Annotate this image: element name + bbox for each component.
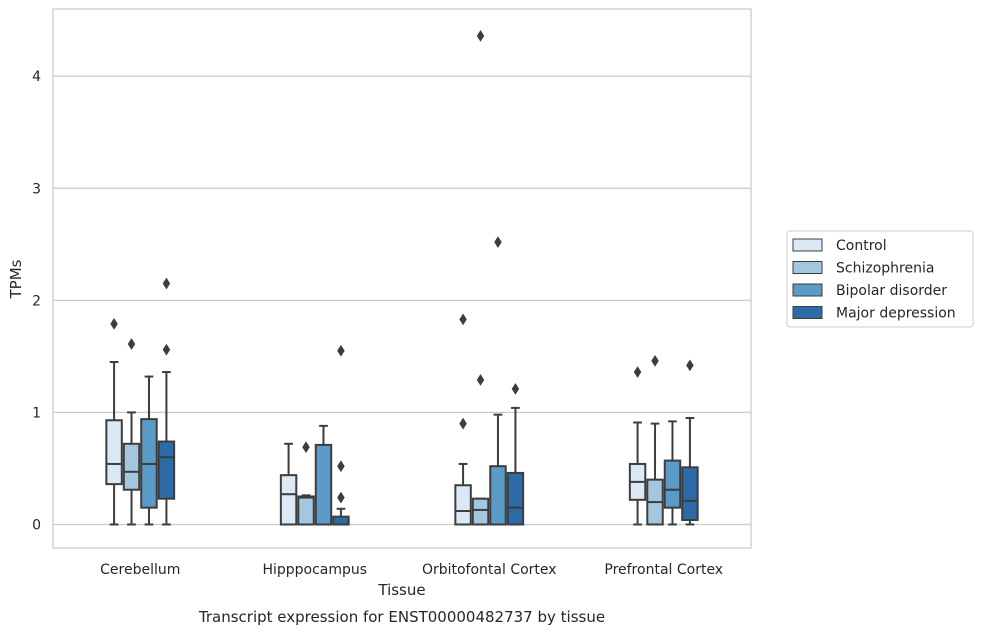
y-tick-label: 4 [32,69,41,85]
iqr-box [122,442,141,491]
iqr-box [157,440,176,500]
legend-frame [786,230,974,328]
iqr-box [681,466,699,521]
legend-label: Control [836,238,887,254]
outlier-point [633,366,642,379]
box-group [471,29,490,526]
outlier-point [459,417,467,430]
outlier-point [162,277,171,290]
y-tick-label: 3 [32,181,41,197]
iqr-box [279,474,298,526]
x-tick-label: Hipppocampus [262,562,367,578]
box-group [279,442,298,526]
x-tick-label: Orbitofontal Cortex [422,562,557,578]
iqr-box [314,443,333,526]
box-group [506,382,525,526]
y-tick-label: 2 [32,293,41,309]
y-tick-label: 1 [32,405,41,421]
x-axis-label: Tissue [377,581,425,599]
iqr-box [663,459,682,509]
boxes [105,29,699,526]
box-group [454,313,472,526]
outlier-point [127,338,136,351]
box-group [157,277,176,526]
x-tick-label: Cerebellum [100,562,180,578]
legend-label: Major depression [836,306,956,322]
box-group [105,317,123,526]
legend-swatch [792,238,823,252]
outlier-point [476,29,485,42]
iqr-box [489,465,507,526]
y-axis-ticks: 0 1 2 3 4 [32,69,41,533]
x-tick-label: Prefrontal Cortex [604,562,723,578]
box-group [681,359,699,526]
outlier-point [337,344,345,357]
chart-caption: Transcript expression for ENST0000048273… [198,608,605,626]
box-group [314,424,333,526]
box-group [122,338,141,526]
iqr-box [506,471,525,526]
iqr-box [471,497,490,526]
y-axis-label: TPMs [7,259,25,299]
outlier-point [511,382,520,395]
legend-swatch [792,261,823,274]
iqr-box [454,484,472,526]
x-axis-ticks: Cerebellum Hipppocampus Orbitofontal Corte… [100,562,723,578]
outlier-point [110,317,118,330]
plot-area-frame [52,8,752,549]
y-tick-label: 0 [32,517,41,533]
legend-label: Bipolar disorder [836,283,947,299]
outlier-point [459,313,467,326]
outlier-point [337,460,345,473]
iqr-box [105,419,123,486]
legend: Control Schizophrenia Bipolar disorder Majo… [786,230,974,328]
outlier-point [302,441,310,454]
box-group [489,236,507,526]
box-group [663,420,682,526]
box-group [297,441,315,526]
outlier-point [162,343,171,356]
legend-swatch [792,306,823,319]
outlier-point [476,373,485,386]
iqr-box [297,495,315,526]
box-group [140,375,158,526]
outlier-point [651,354,659,367]
box-group [332,344,350,526]
legend-label: Schizophrenia [836,261,934,277]
box-group [646,354,664,526]
outlier-point [337,491,345,504]
iqr-box [332,515,350,526]
outlier-point [686,359,694,372]
outlier-point [494,236,502,249]
legend-swatch [792,283,823,297]
box-group [628,366,647,526]
